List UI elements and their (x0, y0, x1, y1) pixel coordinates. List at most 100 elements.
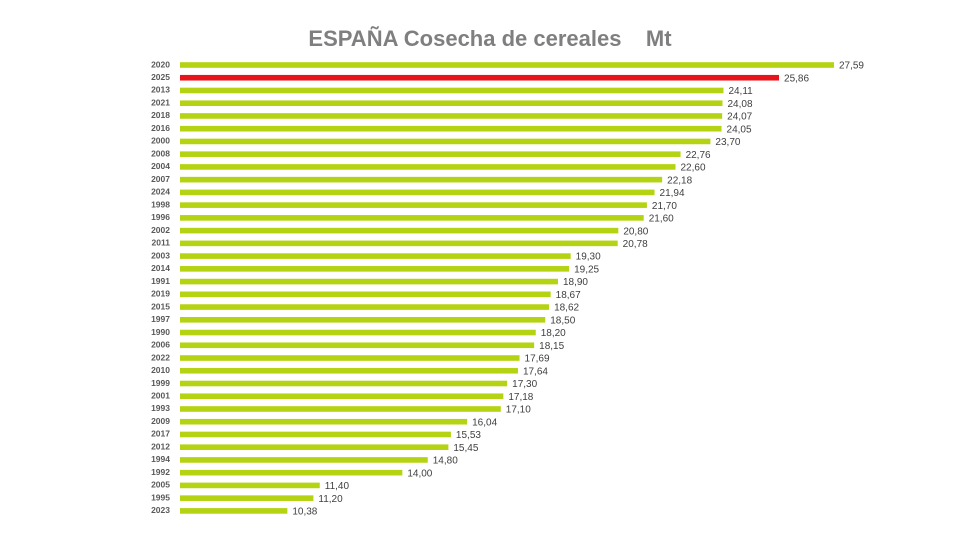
y-tick-label: 2017 (151, 429, 170, 439)
y-tick-label: 1996 (151, 212, 170, 222)
y-tick-label: 2023 (151, 505, 170, 515)
y-tick-label: 2022 (151, 352, 170, 362)
value-label: 20,78 (623, 239, 648, 250)
value-label: 18,15 (539, 341, 564, 352)
bar (180, 125, 722, 132)
value-label: 27,59 (839, 61, 864, 72)
value-label: 16,04 (472, 417, 497, 428)
y-tick-label: 2008 (151, 148, 170, 158)
bar (180, 87, 724, 94)
bar (180, 304, 550, 310)
bar (180, 113, 723, 119)
y-tick-label: 2005 (151, 480, 170, 490)
value-label: 22,76 (686, 150, 711, 161)
bar (180, 482, 320, 489)
bar (180, 444, 449, 450)
bar (180, 393, 504, 400)
value-label: 18,50 (550, 315, 575, 326)
bar (180, 240, 618, 247)
value-label: 25,86 (784, 73, 809, 84)
bar (180, 418, 468, 425)
bar (180, 253, 571, 259)
value-label: 18,20 (541, 328, 566, 339)
bar (180, 329, 536, 336)
value-label: 17,10 (506, 405, 531, 416)
value-label: 17,30 (512, 379, 537, 390)
value-label: 14,80 (433, 456, 458, 467)
value-label: 21,94 (660, 188, 685, 199)
y-tick-label: 1993 (151, 403, 170, 413)
bar (180, 508, 288, 514)
value-label: 24,05 (727, 124, 752, 135)
bar (180, 176, 663, 183)
chart-title: ESPAÑA Cosecha de cereales Mt (308, 26, 672, 51)
y-tick-label: 1990 (151, 327, 170, 337)
value-label: 18,67 (556, 290, 581, 301)
value-label: 14,00 (407, 468, 432, 479)
bar (180, 151, 681, 157)
value-label: 11,20 (318, 494, 343, 505)
value-label: 24,07 (727, 112, 752, 123)
bar (180, 457, 428, 463)
bar (180, 317, 546, 323)
value-label: 17,64 (523, 366, 548, 377)
bar (180, 138, 711, 145)
bar (180, 431, 451, 438)
value-label: 10,38 (292, 507, 317, 518)
value-label: 11,40 (325, 481, 350, 492)
value-label: 22,18 (667, 175, 692, 186)
y-tick-label: 2007 (151, 174, 170, 184)
bar (180, 380, 508, 387)
y-tick-label: 1995 (151, 492, 170, 502)
bar (180, 266, 570, 272)
value-label: 24,11 (728, 86, 753, 97)
value-label: 17,69 (525, 354, 550, 365)
y-tick-label: 2012 (151, 441, 170, 451)
y-tick-label: 2011 (152, 238, 171, 248)
value-label: 19,30 (576, 252, 601, 263)
value-label: 15,45 (453, 443, 478, 454)
y-tick-label: 1997 (151, 314, 170, 324)
y-tick-label: 2013 (151, 85, 170, 95)
y-tick-label: 2015 (151, 301, 170, 311)
y-tick-label: 2020 (151, 59, 170, 69)
y-tick-label: 2021 (151, 97, 170, 107)
bar (180, 202, 647, 208)
value-label: 22,60 (680, 163, 705, 174)
y-tick-label: 2002 (151, 225, 170, 235)
bar (180, 215, 644, 221)
y-tick-label: 2019 (151, 289, 170, 299)
bar (180, 278, 558, 285)
y-tick-label: 1998 (151, 199, 170, 209)
bar (180, 189, 655, 196)
bar (180, 227, 619, 234)
bar (180, 74, 780, 81)
value-label: 24,08 (727, 99, 752, 110)
value-label: 18,90 (563, 277, 588, 288)
bar (180, 342, 535, 349)
bar (180, 62, 834, 68)
value-label: 20,80 (623, 226, 648, 237)
y-tick-label: 2006 (151, 340, 170, 350)
y-tick-label: 2024 (151, 187, 170, 197)
bar (180, 100, 723, 107)
y-tick-label: 1992 (151, 467, 170, 477)
y-tick-label: 2004 (151, 161, 170, 171)
bar (180, 469, 403, 476)
bar (180, 406, 501, 412)
y-tick-label: 1994 (151, 454, 170, 464)
y-tick-label: 2003 (151, 250, 170, 260)
bar (180, 355, 520, 361)
y-tick-label: 1999 (151, 378, 170, 388)
value-label: 21,60 (649, 214, 674, 225)
y-tick-label: 2016 (151, 123, 170, 133)
y-tick-label: 2025 (151, 72, 170, 82)
y-tick-label: 2010 (151, 365, 170, 375)
y-tick-label: 2000 (151, 136, 170, 146)
value-label: 23,70 (715, 137, 740, 148)
value-label: 21,70 (652, 201, 677, 212)
value-label: 18,62 (554, 303, 579, 314)
bar (180, 291, 551, 298)
y-tick-label: 1991 (151, 276, 170, 286)
